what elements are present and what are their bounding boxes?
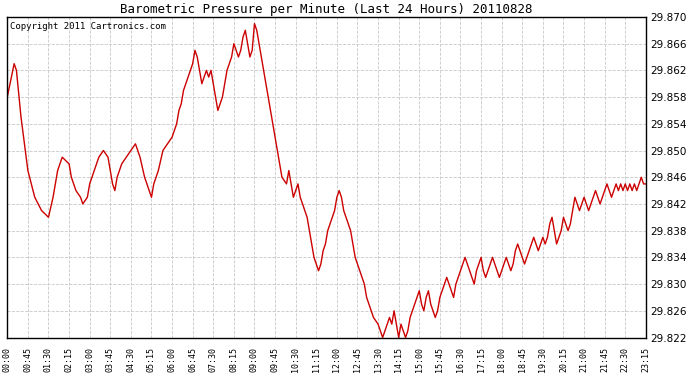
Text: Copyright 2011 Cartronics.com: Copyright 2011 Cartronics.com xyxy=(10,22,166,31)
Title: Barometric Pressure per Minute (Last 24 Hours) 20110828: Barometric Pressure per Minute (Last 24 … xyxy=(120,3,533,16)
